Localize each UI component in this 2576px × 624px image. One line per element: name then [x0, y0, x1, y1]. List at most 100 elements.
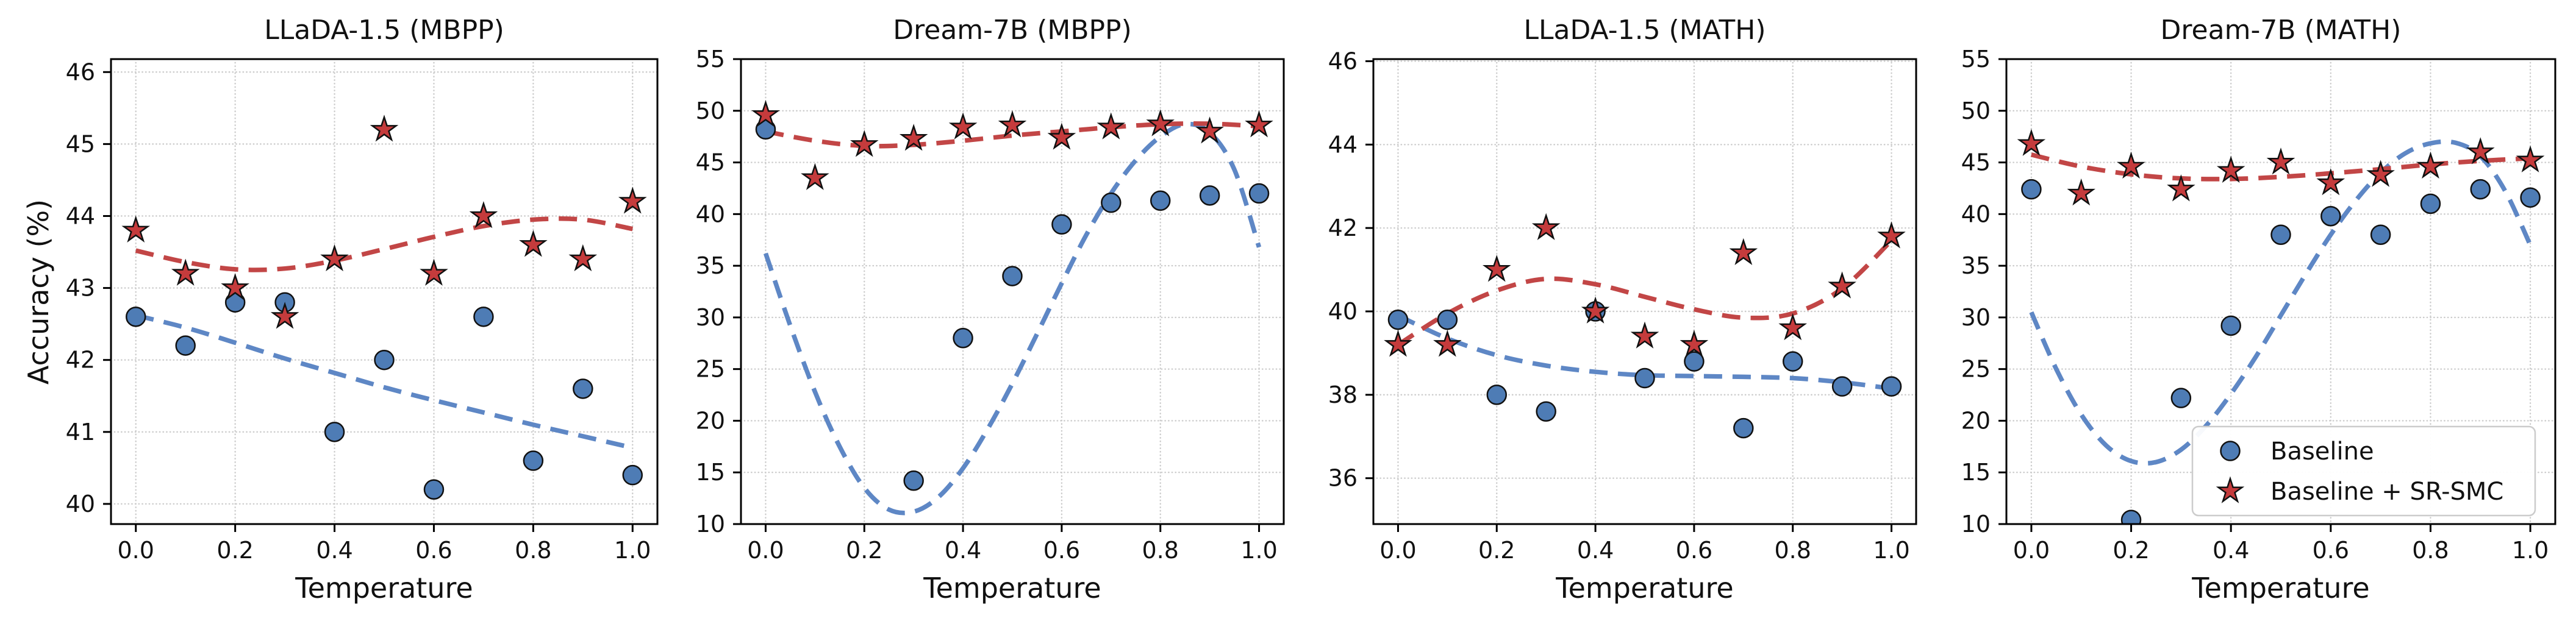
baseline-points [125, 292, 643, 500]
chart-panel-3: 0.0 0.2 0.4 0.6 0.8 1.0 10 15 20 25 30 35 40 45 50 55 Ba… [1961, 46, 2556, 564]
y-tick-label: 30 [1961, 304, 1991, 331]
y-tick-label: 55 [1961, 46, 1991, 73]
x-axis-label-2: Temperature [923, 572, 1101, 604]
sr-smc-point [1581, 296, 1610, 324]
x-tick-label: 0.2 [846, 537, 882, 564]
baseline-point [423, 479, 445, 500]
axes-spines [2005, 58, 2556, 525]
baseline-points [1387, 301, 1902, 439]
sr-smc-point [1433, 330, 1462, 357]
legend-star-icon [2216, 476, 2245, 503]
sr-smc-point [801, 163, 829, 190]
y-tick-label: 10 [696, 511, 725, 537]
y-tick-label: 40 [66, 491, 95, 517]
sr-smc-points [2017, 129, 2545, 206]
panel-title-dream-mbpp: Dream-7B (MBPP) [893, 15, 1132, 46]
trend-line-sr-smc [135, 216, 633, 272]
x-tick-label: 1.0 [2512, 537, 2549, 564]
sr-smc-point [270, 302, 299, 329]
y-axis-label-wrap: Accuracy (%) [16, 59, 61, 524]
y-tick-label: 25 [696, 356, 725, 383]
tick-labels: 0.0 0.2 0.4 0.6 0.8 1.0 36 38 40 42 44 46 [1328, 48, 1910, 564]
x-tick-label: 0.8 [1775, 537, 1811, 564]
sr-smc-point [121, 215, 151, 243]
y-tick-label: 36 [1328, 465, 1358, 492]
sr-smc-point [1097, 112, 1126, 140]
trend-lines [2029, 139, 2533, 466]
baseline-points [2021, 179, 2541, 524]
x-tick-label: 0.8 [2412, 537, 2449, 564]
markers [751, 100, 1273, 491]
chart-panel-2: 0.0 0.2 0.4 0.6 0.8 1.0 36 38 40 42 44 46 [1328, 48, 1917, 564]
baseline-point [1486, 385, 1508, 405]
sr-smc-point [320, 244, 349, 272]
y-tick-label: 44 [1328, 131, 1358, 158]
baseline-point [1199, 185, 1220, 206]
baseline-point [1831, 376, 1853, 397]
sr-smc-point [469, 201, 498, 229]
legend: Baseline Baseline + SR-SMC [2191, 425, 2536, 517]
baseline-point [2320, 205, 2341, 227]
legend-label: Baseline + SR-SMC [2270, 478, 2503, 506]
x-tick-label: 0.2 [216, 537, 253, 564]
x-tick-label: 0.6 [1676, 537, 1712, 564]
sr-smc-point [1245, 110, 1273, 138]
y-tick-label: 50 [696, 98, 725, 124]
trend-line-baseline [135, 313, 634, 450]
x-tick-label: 0.8 [515, 537, 551, 564]
baseline-point [374, 349, 395, 370]
y-tick-label: 46 [66, 58, 95, 85]
sr-smc-point [850, 130, 879, 157]
sr-smc-point [221, 273, 249, 300]
sr-smc-point [2366, 160, 2395, 187]
sr-smc-point [2266, 147, 2295, 175]
sr-smc-point [2067, 178, 2095, 206]
baseline-point [1101, 192, 1122, 213]
baseline-point [903, 470, 924, 491]
y-tick-label: 45 [1961, 149, 1991, 176]
x-tick-label: 0.4 [945, 537, 981, 564]
trend-line-sr-smc [2031, 152, 2531, 182]
trend-lines [135, 216, 634, 450]
x-tick-label: 0.0 [2013, 537, 2050, 564]
y-tick-label: 20 [1961, 407, 1991, 434]
sr-smc-point [1384, 330, 1412, 357]
y-tick-label: 25 [1961, 356, 1991, 383]
y-tick-label: 35 [696, 252, 725, 279]
baseline-point [2021, 179, 2042, 200]
baseline-point [1536, 401, 1556, 422]
y-tick-label: 45 [696, 149, 725, 176]
y-tick-label: 42 [1328, 214, 1358, 241]
chart-panel-0: 0.0 0.2 0.4 0.6 0.8 1.0 40 41 42 43 44 45 46 [66, 58, 659, 564]
sr-smc-point [2167, 174, 2195, 202]
y-tick-label: 10 [1961, 511, 1991, 537]
x-tick-label: 0.0 [1379, 537, 1416, 564]
sr-smc-point [2416, 151, 2445, 179]
legend-circle-icon [2220, 441, 2241, 461]
baseline-point [1782, 351, 1803, 372]
sr-smc-point [420, 258, 448, 286]
y-tick-label: 42 [66, 347, 95, 374]
sr-smc-point [1482, 255, 1511, 282]
x-tick-label: 0.0 [747, 537, 784, 564]
y-tick-label: 20 [696, 407, 725, 434]
sr-smc-point [948, 112, 978, 140]
sr-smc-point [2117, 151, 2145, 179]
sr-smc-point [1729, 238, 1758, 266]
sr-smc-points [121, 115, 647, 329]
baseline-point [2470, 179, 2491, 200]
legend-marker-circle [2220, 441, 2241, 461]
tick-marks [1998, 58, 2531, 532]
y-tick-label: 41 [66, 419, 95, 445]
tick-marks [103, 71, 634, 532]
sr-smc-point [1778, 313, 1808, 341]
tick-labels: 0.0 0.2 0.4 0.6 0.8 1.0 10 15 20 25 30 35 40 45 50 55 [696, 46, 1278, 564]
tick-marks [1365, 60, 1893, 532]
baseline-point [573, 378, 593, 399]
axes-spines [1372, 58, 1917, 525]
sr-smc-point [1146, 109, 1175, 136]
baseline-point [2220, 315, 2241, 336]
baseline-point [1437, 309, 1458, 330]
trend-line-baseline [1397, 313, 1892, 391]
